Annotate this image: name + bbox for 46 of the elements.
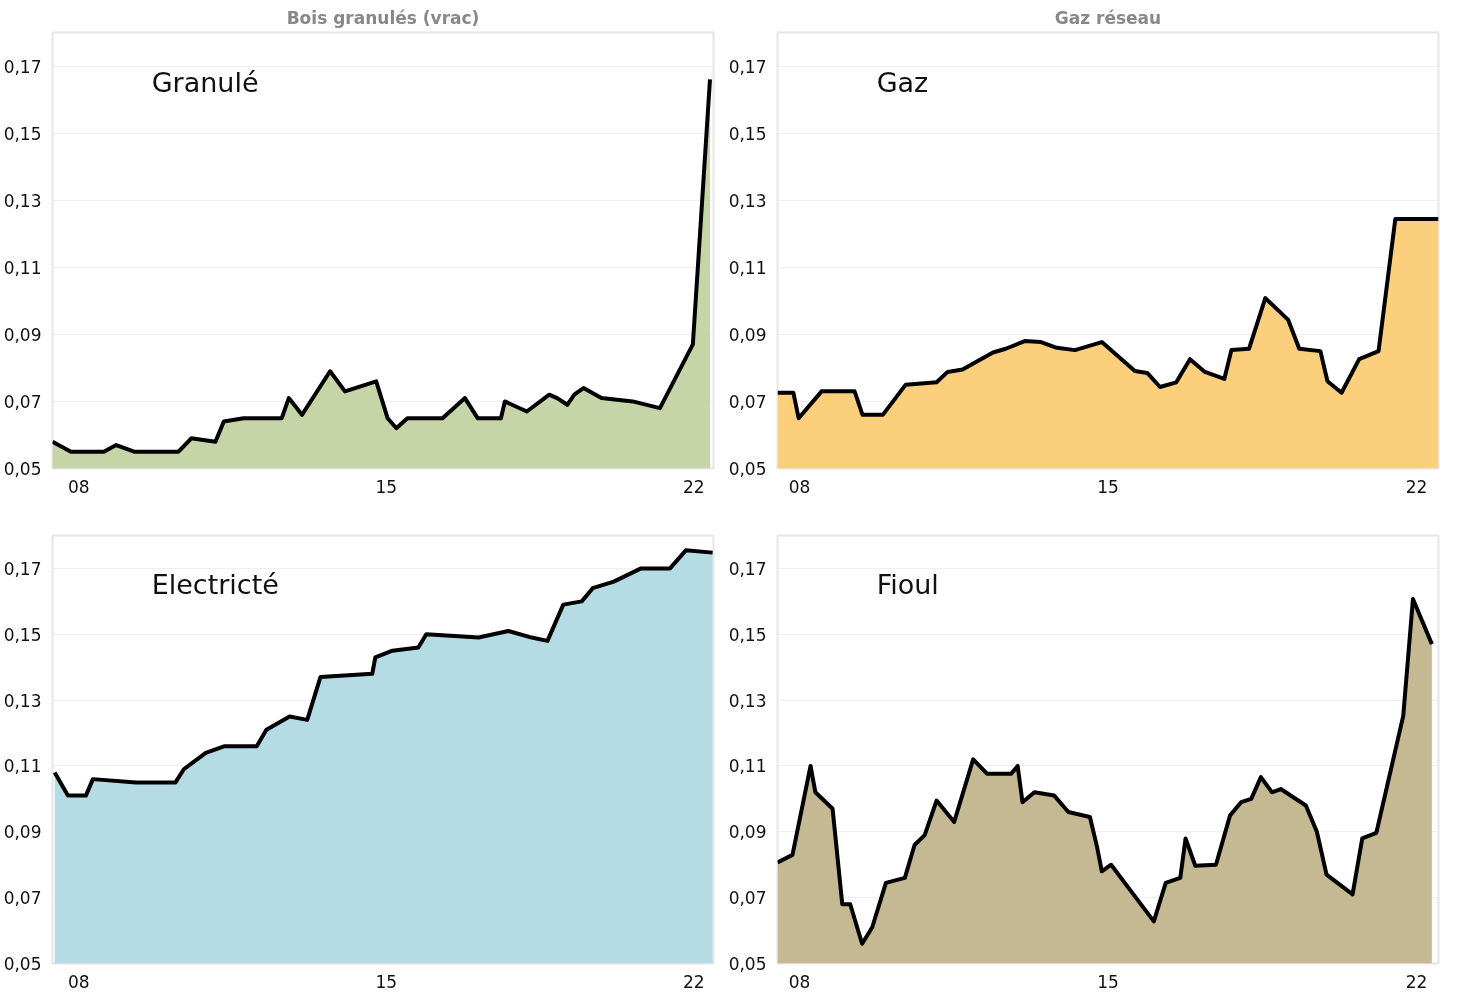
y-tick-label: 0,13 <box>3 190 42 211</box>
x-tick-label: 22 <box>1405 476 1428 497</box>
y-tick-label: 0,17 <box>728 56 767 77</box>
y-tick-label: 0,07 <box>3 888 42 909</box>
y-tick-label: 0,13 <box>728 190 767 211</box>
x-tick-label: 22 <box>682 971 705 992</box>
y-tick-label: 0,17 <box>3 558 42 579</box>
y-tick-label: 0,11 <box>728 756 767 777</box>
y-tick-label: 0,15 <box>3 624 42 645</box>
text: Fioul <box>876 568 939 600</box>
y-tick-label: 0,17 <box>3 56 42 77</box>
x-tick-label: 08 <box>788 971 811 992</box>
y-tick-label: 0,09 <box>3 822 42 843</box>
chart-title: Gaz réseau <box>1054 7 1162 28</box>
y-tick-label: 0,11 <box>3 257 42 278</box>
x-tick-label: 08 <box>68 971 90 992</box>
y-tick-label: 0,09 <box>728 822 767 843</box>
y-tick-label: 0,07 <box>728 888 767 909</box>
chart-title: Bois granulés (vrac) <box>286 7 480 28</box>
y-tick-label: 0,11 <box>3 756 42 777</box>
y-tick-label: 0,17 <box>728 558 767 579</box>
y-tick-label: 0,13 <box>728 690 767 711</box>
x-tick-label: 22 <box>1405 971 1428 992</box>
x-tick-label: 15 <box>375 476 398 497</box>
y-tick-label: 0,09 <box>3 324 42 345</box>
x-tick-label: 22 <box>682 476 705 497</box>
x-tick-label: 15 <box>1097 971 1119 992</box>
y-tick-label: 0,05 <box>728 459 767 479</box>
x-tick-label: 15 <box>375 971 398 992</box>
x-tick-label: 08 <box>68 476 90 497</box>
text: Gaz <box>876 66 929 98</box>
y-tick-label: 0,07 <box>728 391 767 412</box>
y-tick-label: 0,05 <box>3 954 42 974</box>
y-tick-label: 0,15 <box>3 123 42 144</box>
y-tick-label: 0,15 <box>728 624 767 645</box>
y-tick-label: 0,07 <box>3 391 42 412</box>
y-tick-label: 0,05 <box>728 954 767 974</box>
y-tick-label: 0,05 <box>3 459 42 479</box>
y-tick-label: 0,13 <box>3 690 42 711</box>
text: Granulé <box>151 66 259 98</box>
y-tick-label: 0,09 <box>728 324 767 345</box>
text: Electricté <box>151 568 279 600</box>
x-tick-label: 08 <box>788 476 811 497</box>
y-tick-label: 0,11 <box>728 257 767 278</box>
y-tick-label: 0,15 <box>728 123 767 144</box>
x-tick-label: 15 <box>1097 476 1119 497</box>
